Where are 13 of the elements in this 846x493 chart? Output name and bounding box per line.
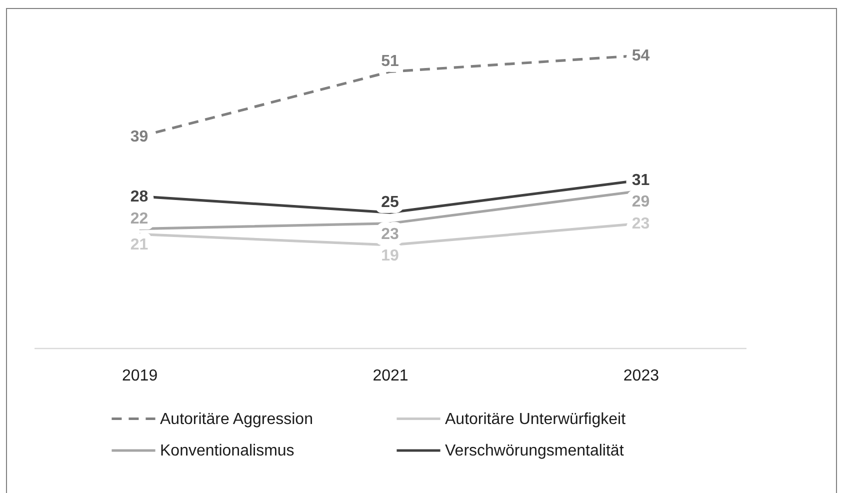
data-label: 51 xyxy=(381,53,399,70)
x-tick-label: 2019 xyxy=(122,368,158,384)
data-label: 23 xyxy=(381,226,399,243)
legend-label: Verschwörungsmentalität xyxy=(445,442,624,460)
x-tick-label: 2021 xyxy=(372,368,408,384)
legend-label: Konventionalismus xyxy=(160,442,294,460)
data-label: 22 xyxy=(130,210,148,228)
legend-label: Autoritäre Aggression xyxy=(160,410,313,428)
x-tick-label: 2023 xyxy=(623,368,660,384)
data-label: 29 xyxy=(632,193,650,210)
data-label: 54 xyxy=(632,47,650,64)
legend-label: Autoritäre Unterwürfigkeit xyxy=(445,410,626,428)
data-label: 25 xyxy=(381,194,399,212)
